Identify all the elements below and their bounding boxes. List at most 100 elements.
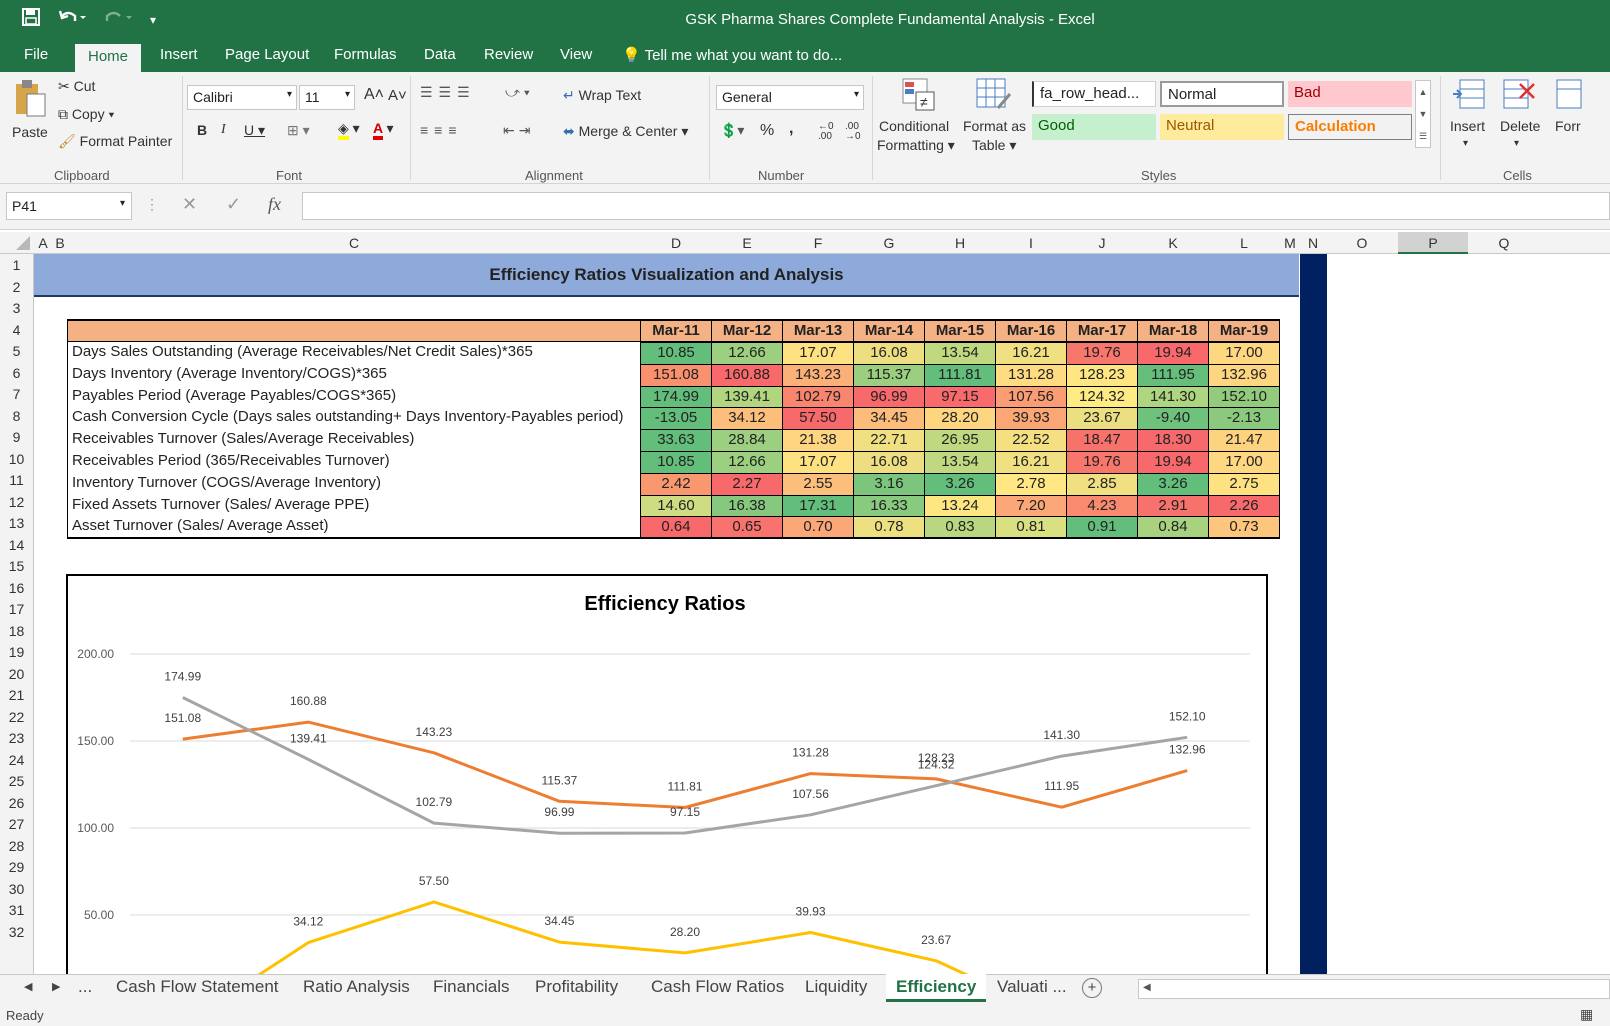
row-header-6[interactable]: 6: [12, 365, 21, 381]
row-header-11[interactable]: 11: [9, 472, 24, 488]
prev-sheet-icon[interactable]: ◀: [24, 981, 33, 993]
decrease-font-icon[interactable]: A˅: [388, 87, 407, 104]
row-header-3[interactable]: 3: [12, 300, 21, 316]
borders-icon[interactable]: ⊞ ▾: [287, 122, 310, 138]
paste-button[interactable]: Paste: [10, 78, 50, 156]
table-cell[interactable]: 107.56: [995, 385, 1067, 409]
col-header-f[interactable]: F: [813, 235, 823, 251]
table-cell[interactable]: 16.33: [853, 494, 925, 518]
table-cell[interactable]: 19.76: [1066, 451, 1138, 474]
currency-icon[interactable]: 💲▾: [720, 122, 745, 138]
table-cell[interactable]: 3.26: [924, 472, 996, 496]
table-cell[interactable]: 115.37: [853, 363, 925, 387]
table-cell[interactable]: 174.99: [640, 385, 712, 409]
table-cell[interactable]: 2.91: [1137, 494, 1209, 518]
table-header-year[interactable]: Mar-14: [853, 319, 925, 342]
name-box[interactable]: P41 ▾: [6, 192, 132, 220]
table-cell[interactable]: 16.21: [995, 342, 1067, 365]
row-header-4[interactable]: 4: [12, 322, 21, 338]
copy-button[interactable]: ⧉ Copy ▾: [58, 106, 115, 122]
efficiency-chart[interactable]: Efficiency Ratios 50.00 100.00 150.00 200.00…: [66, 574, 1268, 974]
horizontal-scrollbar[interactable]: ◀: [1138, 979, 1610, 999]
sheet-tab-financials[interactable]: Financials: [433, 977, 510, 996]
row-header-23[interactable]: 23: [8, 730, 25, 746]
table-cell[interactable]: 34.12: [711, 407, 783, 431]
sheet-tab-more-left[interactable]: ...: [78, 977, 93, 996]
row-header-21[interactable]: 21: [8, 687, 25, 703]
comma-icon[interactable]: ,: [789, 120, 794, 137]
tab-file[interactable]: File: [24, 46, 49, 63]
col-header-q[interactable]: Q: [1498, 235, 1510, 251]
row-header-14[interactable]: 14: [8, 537, 25, 553]
table-cell[interactable]: 19.94: [1137, 342, 1209, 365]
row-header-27[interactable]: 27: [8, 816, 25, 832]
col-header-e[interactable]: E: [742, 235, 752, 251]
row-header-20[interactable]: 20: [8, 666, 25, 682]
table-cell[interactable]: 12.66: [711, 451, 783, 474]
col-header-c[interactable]: C: [348, 235, 360, 251]
table-cell[interactable]: 33.63: [640, 429, 712, 452]
add-sheet-icon[interactable]: +: [1082, 978, 1102, 998]
row-header-30[interactable]: 30: [8, 881, 25, 897]
row-header-22[interactable]: 22: [8, 709, 25, 725]
style-good[interactable]: Good: [1032, 114, 1156, 140]
table-cell[interactable]: 4.23: [1066, 494, 1138, 518]
table-cell[interactable]: 13.24: [924, 494, 996, 518]
cut-button[interactable]: ✂ Cut: [58, 78, 96, 94]
percent-icon[interactable]: %: [760, 122, 775, 139]
indent-icons[interactable]: ⇤⇥: [503, 122, 535, 138]
table-cell[interactable]: 19.76: [1066, 342, 1138, 365]
select-all-corner[interactable]: [16, 236, 30, 250]
formula-input[interactable]: [302, 192, 1610, 220]
customize-qat-icon[interactable]: ▾: [150, 12, 157, 27]
table-cell[interactable]: 139.41: [711, 385, 783, 409]
table-cell[interactable]: 97.15: [924, 385, 996, 409]
table-cell[interactable]: 13.54: [924, 342, 996, 365]
table-header-year[interactable]: Mar-12: [711, 319, 783, 342]
table-cell[interactable]: 0.78: [853, 516, 925, 540]
style-normal[interactable]: Normal: [1160, 81, 1284, 107]
row-header-31[interactable]: 31: [8, 902, 25, 918]
table-cell[interactable]: 21.38: [782, 429, 854, 452]
table-cell[interactable]: 10.85: [640, 451, 712, 474]
redo-icon[interactable]: [104, 8, 132, 31]
table-cell[interactable]: 21.47: [1208, 429, 1280, 452]
vertical-align-icons[interactable]: ☰☰☰: [420, 84, 476, 100]
table-cell[interactable]: 2.78: [995, 472, 1067, 496]
row-header-32[interactable]: 32: [8, 924, 25, 940]
table-row-label[interactable]: Receivables Period (365/Receivables Turn…: [67, 451, 640, 474]
table-header-year[interactable]: Mar-16: [995, 319, 1067, 342]
table-cell[interactable]: 18.30: [1137, 429, 1209, 452]
table-cell[interactable]: -2.13: [1208, 407, 1280, 431]
table-header-year[interactable]: Mar-18: [1137, 319, 1209, 342]
col-header-g[interactable]: G: [883, 235, 895, 251]
underline-button[interactable]: U ▾: [244, 122, 266, 138]
sheet-tab-ratio-analysis[interactable]: Ratio Analysis: [303, 977, 410, 996]
row-header-9[interactable]: 9: [12, 429, 21, 445]
table-header-year[interactable]: Mar-19: [1208, 319, 1280, 342]
sheet-tab-cash-flow-ratios[interactable]: Cash Flow Ratios: [651, 977, 785, 996]
table-row-label[interactable]: Days Sales Outstanding (Average Receivab…: [67, 342, 640, 365]
style-neutral[interactable]: Neutral: [1160, 114, 1284, 140]
col-header-k[interactable]: K: [1168, 235, 1178, 251]
table-cell[interactable]: 143.23: [782, 363, 854, 387]
col-header-j[interactable]: J: [1098, 235, 1106, 251]
table-cell[interactable]: 17.00: [1208, 342, 1280, 365]
sheet-tab-profitability[interactable]: Profitability: [535, 977, 619, 996]
table-cell[interactable]: 2.85: [1066, 472, 1138, 496]
row-header-15[interactable]: 15: [8, 558, 25, 574]
row-header-28[interactable]: 28: [8, 838, 25, 854]
table-cell[interactable]: 0.91: [1066, 516, 1138, 540]
table-row-label[interactable]: Inventory Turnover (COGS/Average Invento…: [67, 472, 640, 496]
fill-color-icon[interactable]: ◈ ▾: [338, 120, 360, 140]
table-cell[interactable]: 13.54: [924, 451, 996, 474]
table-cell[interactable]: 17.07: [782, 451, 854, 474]
col-header-o[interactable]: O: [1356, 235, 1368, 251]
col-header-d[interactable]: D: [670, 235, 682, 251]
table-cell[interactable]: 22.71: [853, 429, 925, 452]
row-header-8[interactable]: 8: [12, 408, 21, 424]
table-row-label[interactable]: Receivables Turnover (Sales/Average Rece…: [67, 429, 640, 452]
table-cell[interactable]: 0.81: [995, 516, 1067, 540]
row-header-1[interactable]: 1: [12, 257, 21, 273]
table-cell[interactable]: 2.75: [1208, 472, 1280, 496]
